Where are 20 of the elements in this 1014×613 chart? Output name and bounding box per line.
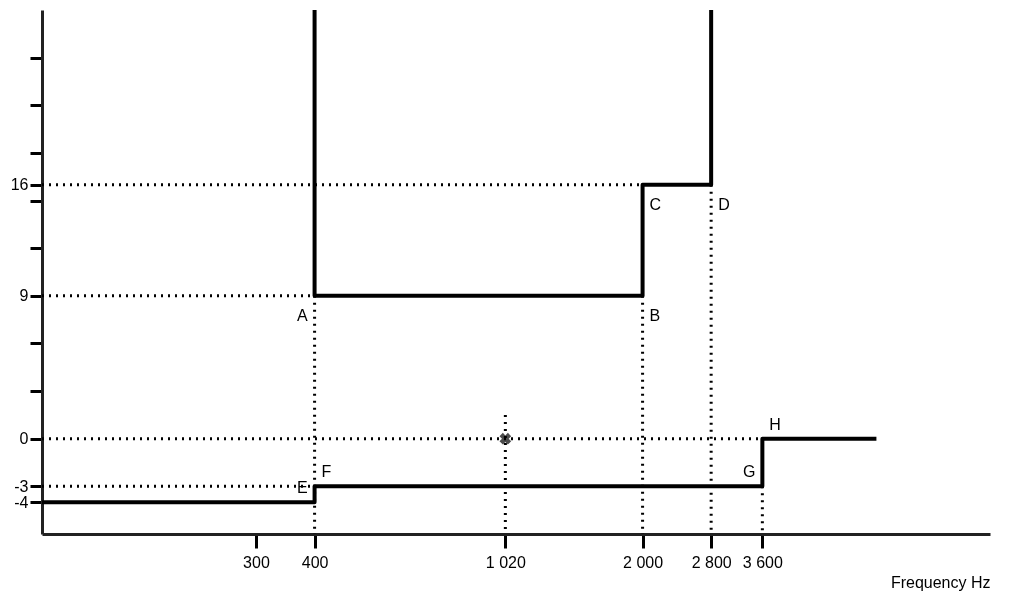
annotation: F [321, 463, 332, 481]
y-tick-label: 0 [19, 430, 29, 448]
y-tick-label: -4 [14, 493, 29, 511]
x-tick-label: 2 000 [623, 553, 664, 571]
annotation: C [649, 195, 662, 213]
annotation: E [296, 479, 308, 497]
annotation: B [649, 306, 661, 324]
annotation: A [296, 306, 308, 324]
x-tick-label: 1 020 [485, 553, 526, 571]
x-tick-label: 300 [243, 553, 270, 571]
x-tick-label: 3 600 [742, 553, 783, 571]
y-tick-label: -3 [14, 477, 29, 495]
annotation: G [742, 463, 756, 481]
x-tick-label: 400 [301, 553, 329, 571]
y-tick-label: 9 [19, 287, 29, 305]
annotation: D [718, 195, 730, 213]
y-tick-label: 16 [10, 176, 29, 194]
x-tick-label: 2 800 [691, 553, 732, 571]
annotation: H [769, 415, 781, 433]
x-axis-title: Frequency Hz [890, 573, 991, 591]
